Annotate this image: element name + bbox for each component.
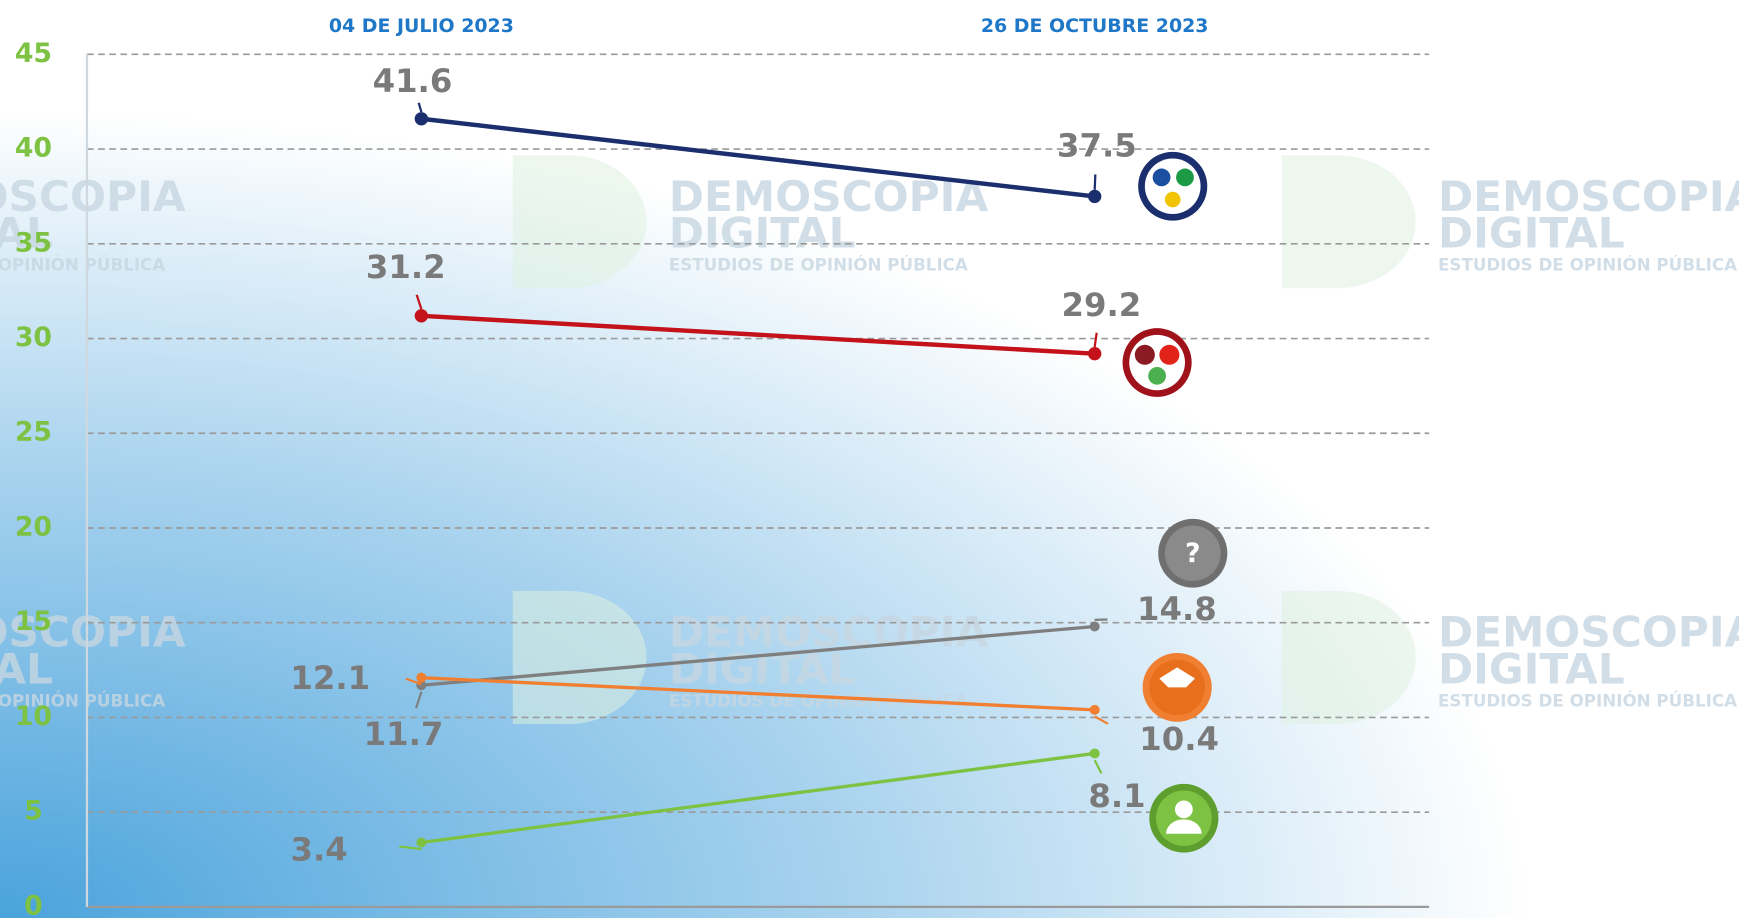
- data-point: [416, 672, 427, 683]
- data-point: [414, 309, 429, 323]
- watermark-logo: [512, 590, 647, 724]
- leader-line: [415, 294, 423, 310]
- leader-line: [414, 691, 423, 709]
- icon-part: [1176, 168, 1194, 187]
- watermark-name: DEMOSCOPIA: [0, 172, 186, 221]
- data-point: [1087, 189, 1102, 204]
- watermark-tagline: ESTUDIOS DE OPINIÓN PÚBLICA: [669, 691, 968, 710]
- y-tick-label: 40: [15, 133, 52, 164]
- y-tick-label: 10: [15, 701, 52, 732]
- data-point: [1089, 704, 1100, 715]
- watermark-sub: DIGITAL: [0, 644, 53, 693]
- y-tick-label: 20: [15, 512, 52, 543]
- leader-line: [399, 845, 422, 851]
- data-label: 29.2: [1062, 286, 1142, 324]
- data-label: 3.4: [291, 830, 348, 868]
- watermark-sub: DIGITAL: [1438, 209, 1625, 258]
- watermark-sub: DIGITAL: [1438, 644, 1625, 693]
- icon-head: [1174, 800, 1193, 819]
- watermark-name: DEMOSCOPIA: [669, 172, 989, 221]
- leader-line: [1093, 759, 1103, 774]
- y-tick-label: 5: [24, 796, 43, 827]
- data-point: [416, 837, 427, 848]
- icon-part: [1134, 344, 1155, 365]
- watermark-tagline: ESTUDIOS DE OPINIÓN PÚBLICA: [0, 691, 165, 710]
- y-tick-label: 15: [15, 606, 52, 637]
- data-label: 11.7: [364, 715, 444, 753]
- watermark-name: DEMOSCOPIA: [1438, 172, 1739, 221]
- x-tick-label: 04 DE JULIO 2023: [329, 15, 514, 37]
- icon-part: [1159, 344, 1180, 365]
- icon-label: ?: [1185, 538, 1201, 569]
- leader-line: [1093, 332, 1098, 348]
- watermark-tagline: ESTUDIOS DE OPINIÓN PÚBLICA: [0, 256, 165, 275]
- series-line: [421, 676, 1095, 712]
- y-tick-label: 30: [15, 322, 52, 353]
- y-tick-label: 35: [15, 227, 52, 258]
- icon-part: [1164, 191, 1181, 208]
- y-tick-label: 0: [24, 890, 43, 918]
- series-line: [421, 751, 1095, 845]
- watermark-sub: DIGITAL: [0, 209, 53, 258]
- data-point: [414, 112, 429, 126]
- watermark-logo: [1281, 155, 1416, 289]
- icon-body: [1166, 819, 1202, 834]
- data-point: [1087, 347, 1102, 361]
- watermark-sub: DIGITAL: [669, 209, 856, 258]
- data-label: 31.2: [366, 248, 446, 286]
- watermark-sub: DIGITAL: [669, 644, 856, 693]
- series-line: [421, 624, 1095, 687]
- watermark-logo: [512, 155, 647, 289]
- icon-eagle: [1159, 667, 1196, 688]
- y-tick-label: 25: [15, 417, 52, 448]
- watermark-name: DEMOSCOPIA: [0, 608, 186, 657]
- plot: 0 5 10 15 20 25 30 35 40 45 04 DE JULIO 2023 26 DE …: [15, 15, 1430, 918]
- leader-line: [405, 677, 422, 686]
- icon-part: [1152, 168, 1171, 187]
- x-tick-label: 26 DE OCTUBRE 2023: [981, 15, 1209, 37]
- leader-line: [1093, 174, 1097, 190]
- icon-part: [1148, 366, 1167, 385]
- watermark-tagline: ESTUDIOS DE OPINIÓN PÚBLICA: [1438, 691, 1737, 710]
- watermark-logo: [1281, 590, 1416, 724]
- leader-line: [417, 102, 423, 113]
- watermark-tagline: ESTUDIOS DE OPINIÓN PÚBLICA: [1438, 256, 1737, 275]
- data-label: 14.8: [1137, 590, 1217, 628]
- data-label: 41.6: [373, 62, 453, 100]
- series-line: [421, 313, 1095, 356]
- watermark-name: DEMOSCOPIA: [1438, 608, 1739, 657]
- data-label: 12.1: [290, 659, 370, 697]
- data-point: [1089, 621, 1100, 632]
- data-point: [1089, 748, 1100, 759]
- y-tick-label: 45: [15, 38, 52, 69]
- data-label: 10.4: [1139, 720, 1219, 758]
- data-label: 8.1: [1088, 777, 1145, 815]
- data-label: 37.5: [1057, 127, 1137, 165]
- watermark-tagline: ESTUDIOS DE OPINIÓN PÚBLICA: [669, 256, 968, 275]
- party-icon-inner: [1164, 525, 1221, 581]
- series-line: [421, 116, 1095, 199]
- leader-line: [1094, 715, 1109, 725]
